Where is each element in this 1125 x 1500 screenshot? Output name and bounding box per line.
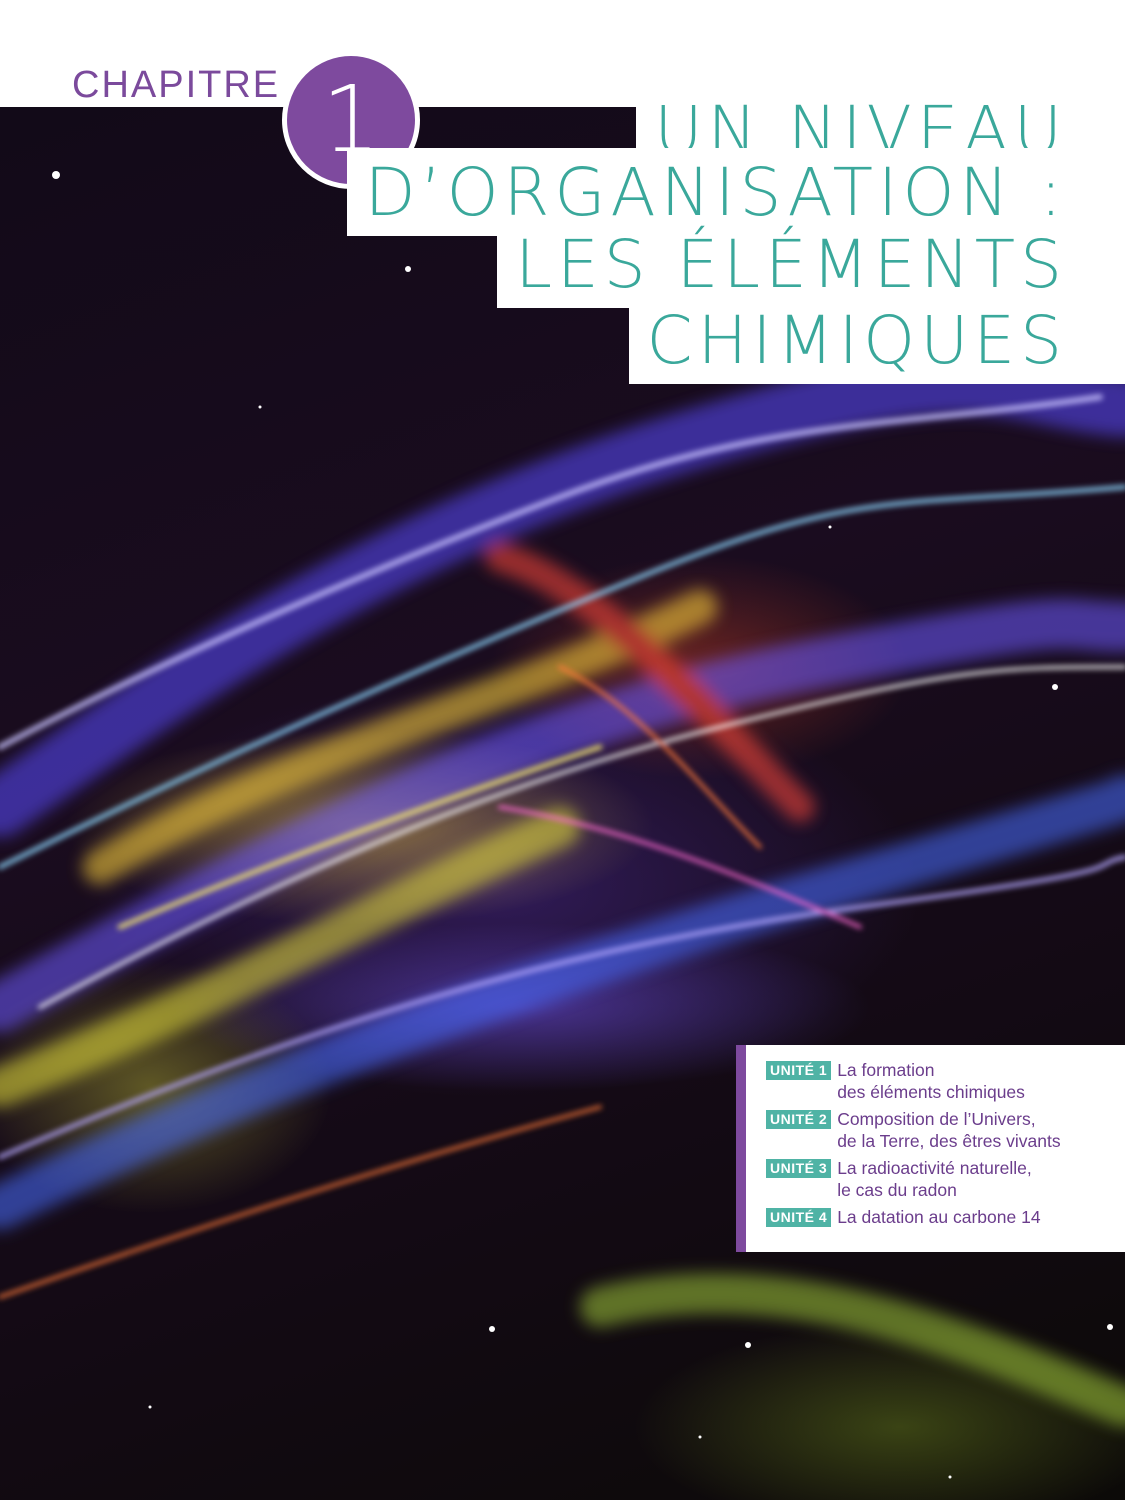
unit-title-line-1: La radioactivité naturelle, xyxy=(837,1158,1032,1178)
unit-title: La formation des éléments chimiques xyxy=(837,1059,1025,1103)
unit-title-line-2: des éléments chimiques xyxy=(837,1082,1025,1102)
unit-title-line-1: La formation xyxy=(837,1060,935,1080)
unit-item: UNITÉ 2 Composition de l’Univers, de la … xyxy=(766,1108,1113,1152)
unit-item: UNITÉ 1 La formation des éléments chimiq… xyxy=(766,1059,1113,1103)
unit-title: La radioactivité naturelle, le cas du ra… xyxy=(837,1157,1032,1201)
chapter-title-line-4: CHIMIQUES xyxy=(628,296,1125,384)
unit-title-line-2: le cas du radon xyxy=(837,1180,957,1200)
unit-tag: UNITÉ 4 xyxy=(766,1208,832,1227)
unit-tag: UNITÉ 3 xyxy=(766,1159,832,1178)
unit-title-line-1: Composition de l’Univers, xyxy=(837,1109,1036,1129)
unit-tag: UNITÉ 1 xyxy=(766,1061,832,1080)
chapter-title-line-3: LES ÉLÉMENTS xyxy=(497,220,1125,308)
unit-item: UNITÉ 3 La radioactivité naturelle, le c… xyxy=(766,1157,1113,1201)
unit-tag: UNITÉ 2 xyxy=(766,1110,832,1129)
unit-title-line-1: La datation au carbone 14 xyxy=(837,1207,1041,1227)
chapter-label: CHAPITRE xyxy=(72,64,281,106)
unit-title-line-2: de la Terre, des êtres vivants xyxy=(837,1131,1061,1151)
units-list: UNITÉ 1 La formation des éléments chimiq… xyxy=(736,1045,1125,1252)
unit-item: UNITÉ 4 La datation au carbone 14 xyxy=(766,1206,1113,1228)
unit-title: Composition de l’Univers, de la Terre, d… xyxy=(837,1108,1060,1152)
unit-title: La datation au carbone 14 xyxy=(837,1206,1040,1228)
